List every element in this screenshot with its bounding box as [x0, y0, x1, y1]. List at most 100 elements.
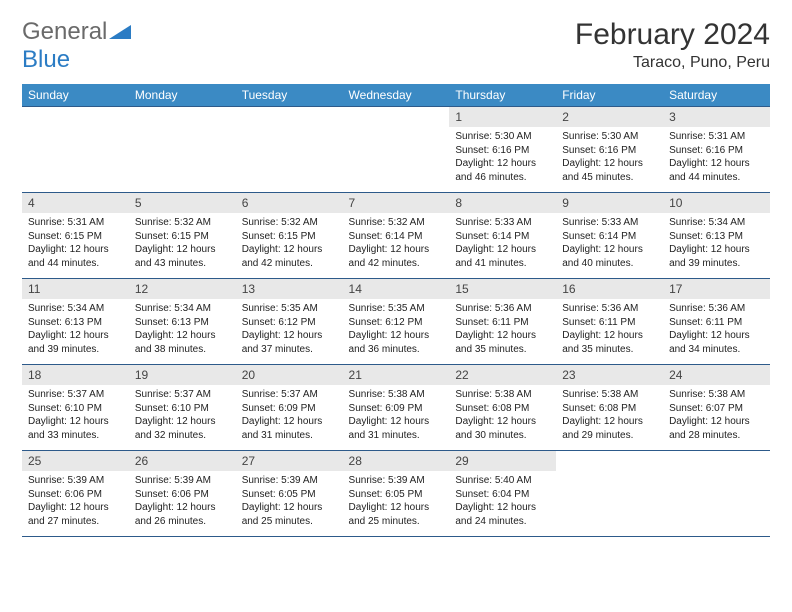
sunrise-text: Sunrise: 5:37 AM — [135, 388, 230, 402]
calendar-cell — [129, 107, 236, 193]
calendar-cell: 16Sunrise: 5:36 AMSunset: 6:11 PMDayligh… — [556, 279, 663, 365]
day-details: Sunrise: 5:33 AMSunset: 6:14 PMDaylight:… — [449, 213, 556, 273]
calendar-table: Sunday Monday Tuesday Wednesday Thursday… — [22, 84, 770, 537]
calendar-cell: 4Sunrise: 5:31 AMSunset: 6:15 PMDaylight… — [22, 193, 129, 279]
sunrise-text: Sunrise: 5:34 AM — [135, 302, 230, 316]
sunrise-text: Sunrise: 5:32 AM — [135, 216, 230, 230]
sunrise-text: Sunrise: 5:38 AM — [562, 388, 657, 402]
day-details: Sunrise: 5:39 AMSunset: 6:06 PMDaylight:… — [129, 471, 236, 531]
sunrise-text: Sunrise: 5:36 AM — [562, 302, 657, 316]
daylight-text: Daylight: 12 hours and 38 minutes. — [135, 329, 230, 356]
day-details: Sunrise: 5:37 AMSunset: 6:10 PMDaylight:… — [22, 385, 129, 445]
daylight-text: Daylight: 12 hours and 27 minutes. — [28, 501, 123, 528]
sunset-text: Sunset: 6:11 PM — [455, 316, 550, 330]
daylight-text: Daylight: 12 hours and 29 minutes. — [562, 415, 657, 442]
day-details: Sunrise: 5:35 AMSunset: 6:12 PMDaylight:… — [236, 299, 343, 359]
sunrise-text: Sunrise: 5:39 AM — [135, 474, 230, 488]
sunset-text: Sunset: 6:13 PM — [28, 316, 123, 330]
day-number: 22 — [449, 365, 556, 385]
calendar-cell — [343, 107, 450, 193]
daylight-text: Daylight: 12 hours and 40 minutes. — [562, 243, 657, 270]
weekday-header: Friday — [556, 84, 663, 107]
daylight-text: Daylight: 12 hours and 36 minutes. — [349, 329, 444, 356]
sunset-text: Sunset: 6:15 PM — [28, 230, 123, 244]
sunrise-text: Sunrise: 5:33 AM — [455, 216, 550, 230]
day-number: 2 — [556, 107, 663, 127]
sunset-text: Sunset: 6:11 PM — [562, 316, 657, 330]
brand-logo: General Blue — [22, 18, 131, 74]
daylight-text: Daylight: 12 hours and 28 minutes. — [669, 415, 764, 442]
calendar-cell: 27Sunrise: 5:39 AMSunset: 6:05 PMDayligh… — [236, 451, 343, 537]
sunrise-text: Sunrise: 5:39 AM — [28, 474, 123, 488]
day-number: 28 — [343, 451, 450, 471]
sunset-text: Sunset: 6:10 PM — [28, 402, 123, 416]
calendar-cell: 17Sunrise: 5:36 AMSunset: 6:11 PMDayligh… — [663, 279, 770, 365]
weekday-header: Monday — [129, 84, 236, 107]
calendar-cell: 11Sunrise: 5:34 AMSunset: 6:13 PMDayligh… — [22, 279, 129, 365]
day-details: Sunrise: 5:36 AMSunset: 6:11 PMDaylight:… — [556, 299, 663, 359]
day-number: 4 — [22, 193, 129, 213]
day-number: 9 — [556, 193, 663, 213]
calendar-row: 4Sunrise: 5:31 AMSunset: 6:15 PMDaylight… — [22, 193, 770, 279]
sunset-text: Sunset: 6:05 PM — [349, 488, 444, 502]
day-number: 24 — [663, 365, 770, 385]
day-number: 6 — [236, 193, 343, 213]
sunrise-text: Sunrise: 5:38 AM — [455, 388, 550, 402]
sunset-text: Sunset: 6:10 PM — [135, 402, 230, 416]
sunrise-text: Sunrise: 5:36 AM — [669, 302, 764, 316]
brand-word-2: Blue — [22, 46, 70, 73]
calendar-row: 18Sunrise: 5:37 AMSunset: 6:10 PMDayligh… — [22, 365, 770, 451]
day-details: Sunrise: 5:39 AMSunset: 6:05 PMDaylight:… — [236, 471, 343, 531]
daylight-text: Daylight: 12 hours and 42 minutes. — [349, 243, 444, 270]
sunrise-text: Sunrise: 5:36 AM — [455, 302, 550, 316]
daylight-text: Daylight: 12 hours and 25 minutes. — [242, 501, 337, 528]
sunset-text: Sunset: 6:09 PM — [242, 402, 337, 416]
sunrise-text: Sunrise: 5:37 AM — [28, 388, 123, 402]
sunset-text: Sunset: 6:11 PM — [669, 316, 764, 330]
day-details: Sunrise: 5:32 AMSunset: 6:14 PMDaylight:… — [343, 213, 450, 273]
sunrise-text: Sunrise: 5:34 AM — [28, 302, 123, 316]
sunrise-text: Sunrise: 5:38 AM — [669, 388, 764, 402]
weekday-header: Tuesday — [236, 84, 343, 107]
day-number: 26 — [129, 451, 236, 471]
sunrise-text: Sunrise: 5:34 AM — [669, 216, 764, 230]
day-details: Sunrise: 5:36 AMSunset: 6:11 PMDaylight:… — [449, 299, 556, 359]
daylight-text: Daylight: 12 hours and 31 minutes. — [242, 415, 337, 442]
day-number: 29 — [449, 451, 556, 471]
day-number: 10 — [663, 193, 770, 213]
sunset-text: Sunset: 6:06 PM — [135, 488, 230, 502]
day-details: Sunrise: 5:40 AMSunset: 6:04 PMDaylight:… — [449, 471, 556, 531]
day-number: 20 — [236, 365, 343, 385]
calendar-cell: 3Sunrise: 5:31 AMSunset: 6:16 PMDaylight… — [663, 107, 770, 193]
daylight-text: Daylight: 12 hours and 24 minutes. — [455, 501, 550, 528]
sunset-text: Sunset: 6:16 PM — [562, 144, 657, 158]
day-number: 15 — [449, 279, 556, 299]
calendar-cell: 10Sunrise: 5:34 AMSunset: 6:13 PMDayligh… — [663, 193, 770, 279]
day-number: 14 — [343, 279, 450, 299]
sunset-text: Sunset: 6:15 PM — [135, 230, 230, 244]
calendar-cell: 7Sunrise: 5:32 AMSunset: 6:14 PMDaylight… — [343, 193, 450, 279]
calendar-cell: 23Sunrise: 5:38 AMSunset: 6:08 PMDayligh… — [556, 365, 663, 451]
daylight-text: Daylight: 12 hours and 42 minutes. — [242, 243, 337, 270]
daylight-text: Daylight: 12 hours and 26 minutes. — [135, 501, 230, 528]
sunrise-text: Sunrise: 5:37 AM — [242, 388, 337, 402]
calendar-cell: 14Sunrise: 5:35 AMSunset: 6:12 PMDayligh… — [343, 279, 450, 365]
calendar-cell: 28Sunrise: 5:39 AMSunset: 6:05 PMDayligh… — [343, 451, 450, 537]
day-details: Sunrise: 5:38 AMSunset: 6:09 PMDaylight:… — [343, 385, 450, 445]
calendar-page: General Blue February 2024 Taraco, Puno,… — [0, 0, 792, 555]
day-details: Sunrise: 5:30 AMSunset: 6:16 PMDaylight:… — [449, 127, 556, 187]
day-details: Sunrise: 5:32 AMSunset: 6:15 PMDaylight:… — [236, 213, 343, 273]
sunset-text: Sunset: 6:16 PM — [455, 144, 550, 158]
sunrise-text: Sunrise: 5:32 AM — [242, 216, 337, 230]
sunset-text: Sunset: 6:07 PM — [669, 402, 764, 416]
header: General Blue February 2024 Taraco, Puno,… — [22, 18, 770, 74]
day-number: 17 — [663, 279, 770, 299]
calendar-cell: 15Sunrise: 5:36 AMSunset: 6:11 PMDayligh… — [449, 279, 556, 365]
daylight-text: Daylight: 12 hours and 39 minutes. — [669, 243, 764, 270]
brand-text: General Blue — [22, 18, 131, 74]
day-details: Sunrise: 5:31 AMSunset: 6:15 PMDaylight:… — [22, 213, 129, 273]
calendar-row: 25Sunrise: 5:39 AMSunset: 6:06 PMDayligh… — [22, 451, 770, 537]
sunset-text: Sunset: 6:13 PM — [135, 316, 230, 330]
day-details: Sunrise: 5:39 AMSunset: 6:06 PMDaylight:… — [22, 471, 129, 531]
calendar-cell: 8Sunrise: 5:33 AMSunset: 6:14 PMDaylight… — [449, 193, 556, 279]
